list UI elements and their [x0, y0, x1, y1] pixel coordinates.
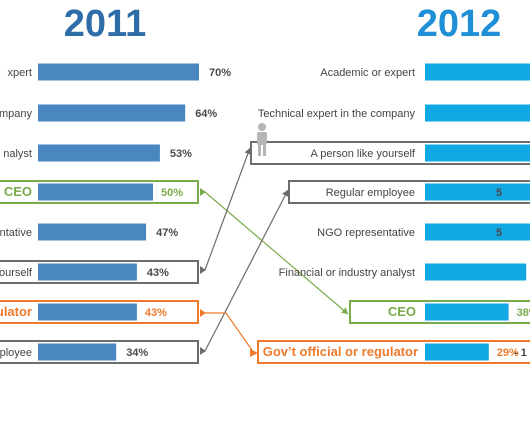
highlight-box-2011-gray — [0, 260, 199, 284]
value-label-2011: 43% — [145, 307, 167, 319]
connector-ceo-start-arrow — [200, 188, 206, 196]
category-label-2012: CEO — [388, 304, 416, 319]
category-label-2011: mpany — [0, 108, 32, 120]
category-label-2011: nalyst — [3, 148, 32, 160]
value-label-2012: 5 — [496, 187, 502, 199]
person-icon-body — [257, 132, 267, 145]
value-label-2011: 43% — [147, 267, 169, 279]
person-icon — [257, 123, 267, 156]
bar-2011 — [38, 223, 147, 241]
change-label-2012: - 1 — [514, 347, 527, 359]
value-label-2012: 38% — [517, 307, 530, 319]
value-label-2011: 64% — [195, 108, 217, 120]
connector-regulator-line — [205, 312, 255, 354]
connector-regular-employee-start-arrow — [200, 347, 206, 355]
highlight-box-2012-gray — [288, 180, 530, 204]
bar-2011 — [38, 104, 186, 122]
connector-ceo-end-arrow — [341, 307, 348, 314]
value-label-2011: 53% — [170, 148, 192, 160]
connector-regulator — [200, 309, 258, 357]
bar-2012 — [425, 263, 527, 281]
highlight-box-2011-green — [0, 180, 199, 204]
title-2012: 2012 — [417, 3, 502, 45]
bar-2012 — [425, 343, 489, 361]
bar-2012 — [425, 144, 530, 162]
connector-regular-employee-line — [204, 189, 289, 352]
connector-person-like-yourself-line — [204, 147, 251, 271]
bar-2012 — [425, 63, 530, 81]
connector-person-like-yourself-end-arrow — [244, 148, 252, 155]
category-label-2011: ntative — [0, 227, 32, 239]
bar-2011 — [38, 183, 153, 201]
connector-ceo — [200, 188, 349, 315]
connector-regulator-start-arrow — [200, 309, 206, 317]
category-label-2011: ployee — [0, 347, 32, 359]
highlight-box-2011-orange — [0, 300, 199, 324]
bar-2012 — [425, 223, 530, 241]
connector-regular-employee — [200, 189, 289, 355]
connector-ceo-line — [204, 191, 349, 315]
title-2011: 2011 — [64, 3, 146, 45]
category-label-2012: Academic or expert — [320, 67, 415, 79]
category-label-2012: Financial or industry analyst — [279, 267, 415, 279]
bar-2011 — [38, 343, 117, 361]
highlight-box-2012-orange — [257, 340, 530, 364]
category-label-2011: ulator — [0, 304, 32, 319]
bar-2011 — [38, 263, 137, 281]
person-icon-leg — [263, 144, 266, 156]
category-label-2012: Technical expert in the company — [258, 108, 416, 120]
category-label-2011: ourself — [0, 267, 33, 279]
value-label-2011: 34% — [126, 347, 148, 359]
connector-regulator-end-arrow — [250, 349, 258, 357]
bar-2012 — [425, 104, 530, 122]
person-icon-head — [258, 123, 266, 131]
bar-2012 — [425, 303, 509, 321]
value-label-2011: 70% — [209, 67, 231, 79]
category-label-2012: NGO representative — [317, 227, 415, 239]
person-icon-leg — [258, 144, 261, 156]
chart-2012: 2012 Academic or expert Technical expert i… — [250, 3, 530, 364]
value-label-2011: 47% — [156, 227, 178, 239]
value-label-2011: 50% — [161, 187, 183, 199]
connector-regular-employee-end-arrow — [282, 190, 289, 197]
value-label-2012: 29% — [497, 347, 519, 359]
highlight-box-2012-gray — [250, 141, 530, 165]
chart-2011: 2011 xpert 70% mpany 64% nalyst 53% CEO 50% ntati… — [0, 3, 231, 364]
bar-2011 — [38, 144, 160, 162]
bar-2011 — [38, 303, 137, 321]
category-label-2011: CEO — [4, 184, 32, 199]
category-label-2012: Gov’t official or regulator — [263, 344, 418, 359]
value-label-2012: 5 — [496, 227, 502, 239]
category-label-2011: xpert — [8, 67, 32, 79]
bar-2011 — [38, 63, 199, 81]
category-label-2012: A person like yourself — [310, 148, 415, 160]
category-label-2012: Regular employee — [326, 187, 415, 199]
highlight-box-2011-gray — [0, 340, 199, 364]
connector-person-like-yourself-start-arrow — [200, 266, 206, 274]
connector-person-like-yourself — [200, 147, 252, 274]
bar-2012 — [425, 183, 530, 201]
connector-lines — [200, 147, 349, 357]
highlight-box-2012-green — [349, 300, 530, 324]
